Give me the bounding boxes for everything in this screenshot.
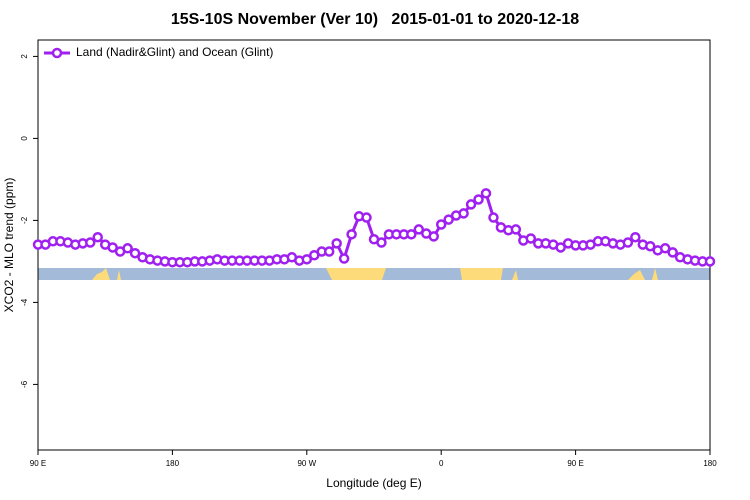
land-ocean-mask [38, 268, 710, 280]
y-tick-label: 2 [20, 54, 29, 59]
data-point [510, 224, 522, 235]
data-point [361, 212, 372, 223]
data-point [406, 229, 417, 240]
data-point [413, 224, 425, 235]
data-point [443, 214, 454, 225]
data-point [630, 231, 641, 243]
chart-title: 15S-10S November (Ver 10) 2015-01-01 to … [171, 11, 579, 28]
land-patch [326, 268, 386, 280]
data-point [622, 237, 634, 248]
data-point [129, 247, 141, 259]
x-tick-label: 90 E [567, 459, 583, 468]
legend-marker [51, 47, 63, 59]
data-point [428, 231, 439, 242]
data-point [107, 242, 118, 253]
y-tick-label: -2 [20, 216, 29, 224]
data-point [338, 253, 350, 264]
data-point [331, 238, 342, 249]
legend-label: Land (Nadir&Glint) and Ocean (Glint) [76, 45, 273, 59]
data-point [488, 212, 499, 223]
x-tick-label: 90 W [297, 459, 316, 468]
x-tick-label: 180 [703, 459, 717, 468]
data-point [301, 254, 313, 265]
data-point [704, 256, 716, 267]
y-axis-label: XCO2 - MLO trend (ppm) [2, 178, 16, 313]
land-patch [628, 270, 645, 280]
data-point [85, 237, 96, 248]
data-point [525, 233, 537, 244]
data-point [465, 199, 477, 210]
data-point [323, 246, 335, 257]
x-tick-label: 180 [166, 459, 180, 468]
land-patch [460, 268, 503, 280]
data-point [92, 231, 103, 243]
land-patch [652, 268, 658, 280]
land-patch [92, 268, 110, 280]
data-point [435, 219, 447, 230]
land-patch [117, 270, 121, 280]
data-point [376, 237, 387, 248]
y-tick-label: 0 [20, 136, 29, 141]
data-point [480, 188, 492, 199]
x-axis-label: Longitude (deg E) [326, 476, 421, 490]
data-point [473, 194, 484, 205]
x-tick-label: 90 E [30, 459, 46, 468]
y-tick-label: -6 [20, 380, 29, 388]
x-tick-label: 0 [439, 459, 444, 468]
data-point [667, 247, 678, 258]
y-tick-label: -4 [20, 298, 29, 306]
land-patch [512, 270, 518, 280]
data-point [659, 243, 671, 254]
data-point [645, 240, 656, 252]
data-point [458, 208, 469, 219]
data-point [555, 242, 566, 253]
data-point [346, 229, 357, 240]
data-point [122, 243, 133, 254]
